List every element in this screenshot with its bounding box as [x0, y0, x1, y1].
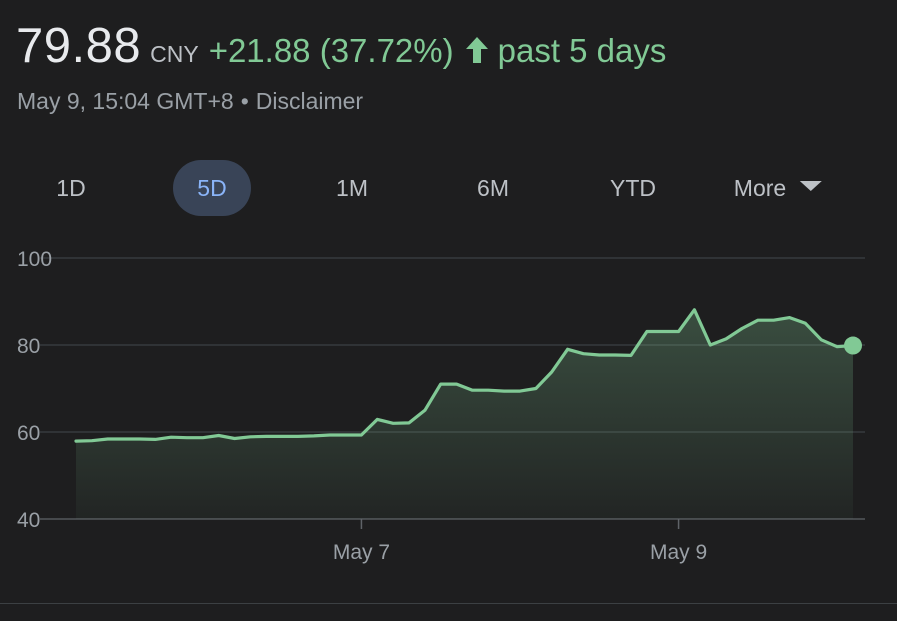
- caret-down-icon: [800, 181, 823, 191]
- tab-more-label: More: [733, 175, 787, 201]
- y-tick-label-80: 80: [17, 335, 40, 358]
- change-period: past 5 days: [497, 32, 667, 69]
- price-area: [76, 309, 853, 519]
- current-price: 79.88: [16, 19, 142, 73]
- price-chart[interactable]: 100 80 60 40 May 7 May 9: [0, 230, 897, 590]
- tab-ytd[interactable]: YTD: [610, 175, 656, 201]
- y-tick-label-40: 40: [17, 509, 40, 532]
- x-tick-label-may-7: May 7: [333, 541, 390, 564]
- arrow-up-icon: [464, 35, 490, 65]
- tab-1m[interactable]: 1M: [336, 175, 368, 201]
- tab-5d[interactable]: 5D: [173, 160, 251, 216]
- price-header: 79.88 CNY +21.88 (37.72%) past 5 days: [16, 18, 666, 78]
- timestamp: May 9, 15:04 GMT+8: [17, 88, 234, 114]
- time-range-tabs: 1D 5D 1M 6M YTD More: [0, 160, 897, 216]
- disclaimer-link[interactable]: Disclaimer: [255, 88, 364, 114]
- tab-6m[interactable]: 6M: [477, 175, 509, 201]
- y-tick-label-100: 100: [17, 248, 52, 271]
- bottom-divider: [0, 603, 897, 604]
- timestamp-row: May 9, 15:04 GMT+8 • Disclaimer: [17, 88, 363, 115]
- currency-code: CNY: [150, 41, 199, 67]
- price-change: +21.88 (37.72%): [208, 32, 454, 69]
- y-tick-label-60: 60: [17, 422, 40, 445]
- tab-1d[interactable]: 1D: [56, 175, 86, 201]
- last-price-point: [844, 336, 862, 355]
- separator-dot: •: [240, 88, 249, 114]
- x-tick-label-may-9: May 9: [650, 541, 707, 564]
- price-line: [74, 308, 855, 443]
- tab-more[interactable]: More: [733, 160, 823, 216]
